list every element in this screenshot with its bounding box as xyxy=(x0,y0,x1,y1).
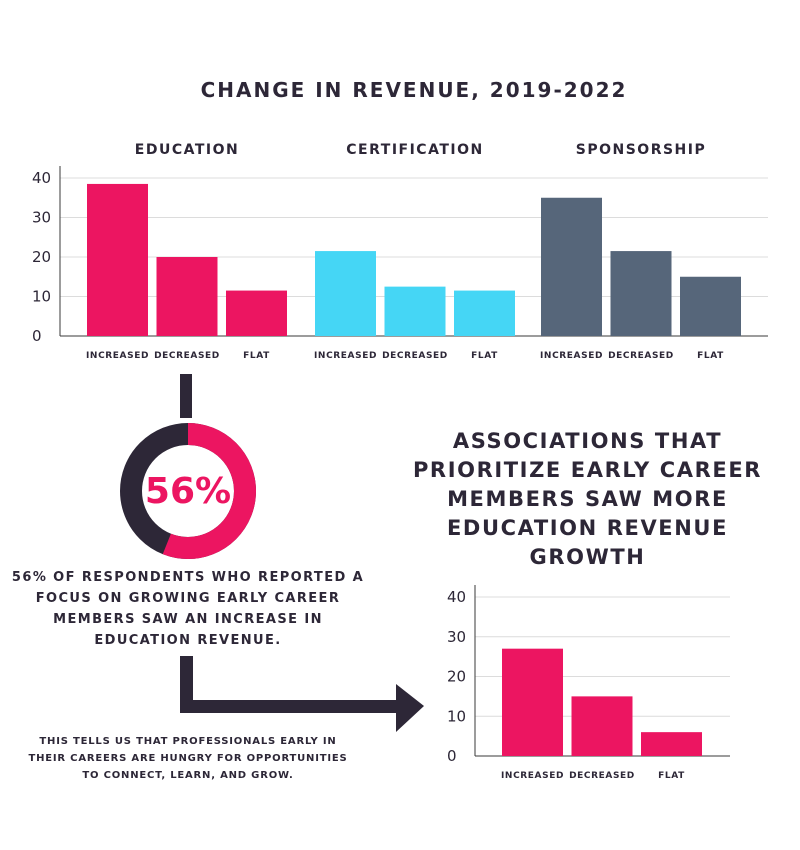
x-tick-label: FLAT xyxy=(658,771,685,781)
bar-early-career-decreased xyxy=(571,696,633,756)
arrow-head-icon xyxy=(396,684,424,732)
x-tick-label: FLAT xyxy=(471,351,498,361)
bar-certification-decreased xyxy=(384,286,446,336)
stat-value: 56% xyxy=(144,470,232,512)
y-tick-label: 10 xyxy=(447,707,466,725)
x-tick-label: FLAT xyxy=(243,351,270,361)
bar-education-decreased xyxy=(156,257,218,336)
footnote: THIS TELLS US THAT PROFESSIONALS EARLY I… xyxy=(28,736,348,781)
y-tick-label: 30 xyxy=(447,628,466,646)
bar-early-career-increased xyxy=(502,648,563,756)
stat-description: 56% OF RESPONDENTS WHO REPORTED A FOCUS … xyxy=(11,570,365,648)
bar-sponsorship-decreased xyxy=(610,251,672,336)
arrow-connector xyxy=(180,656,424,732)
bar-sponsorship-flat xyxy=(680,276,741,336)
x-tick-label: INCREASED xyxy=(501,771,564,781)
x-tick-label: DECREASED xyxy=(608,351,674,361)
connector-bar-top xyxy=(180,374,192,418)
y-tick-label: 0 xyxy=(32,327,42,345)
bar-education-increased xyxy=(87,183,148,336)
x-tick-label: DECREASED xyxy=(569,771,635,781)
bottom-chart-bars: INCREASED DECREASED FLAT xyxy=(501,648,702,781)
bar-certification-flat xyxy=(454,290,515,336)
top-chart-bars: INCREASED DECREASED FLAT INCREASED DECREASED… xyxy=(86,183,741,361)
x-tick-label: FLAT xyxy=(697,351,724,361)
x-tick-label: INCREASED xyxy=(540,351,603,361)
panel-title-sponsorship: SPONSORSHIP xyxy=(575,142,707,158)
bar-early-career-flat xyxy=(641,732,702,756)
x-tick-label: DECREASED xyxy=(382,351,448,361)
headline: ASSOCIATIONS THAT PRIORITIZE EARLY CAREE… xyxy=(412,429,763,569)
y-tick-label: 20 xyxy=(447,668,466,686)
bar-sponsorship-increased xyxy=(541,197,602,336)
donut-arc xyxy=(120,423,256,559)
panel-title-certification: CERTIFICATION xyxy=(346,142,484,158)
y-tick-label: 0 xyxy=(447,747,457,765)
y-tick-label: 10 xyxy=(32,288,51,306)
x-tick-label: DECREASED xyxy=(154,351,220,361)
panel-title-education: EDUCATION xyxy=(134,142,240,158)
y-tick-label: 40 xyxy=(32,169,51,187)
stat-donut xyxy=(120,423,256,559)
x-tick-label: INCREASED xyxy=(314,351,377,361)
chart-title: CHANGE IN REVENUE, 2019-2022 xyxy=(200,78,628,102)
bar-certification-increased xyxy=(315,251,376,336)
bar-education-flat xyxy=(226,290,287,336)
y-tick-label: 30 xyxy=(32,209,51,227)
y-tick-label: 20 xyxy=(32,248,51,266)
y-tick-label: 40 xyxy=(447,588,466,606)
x-tick-label: INCREASED xyxy=(86,351,149,361)
